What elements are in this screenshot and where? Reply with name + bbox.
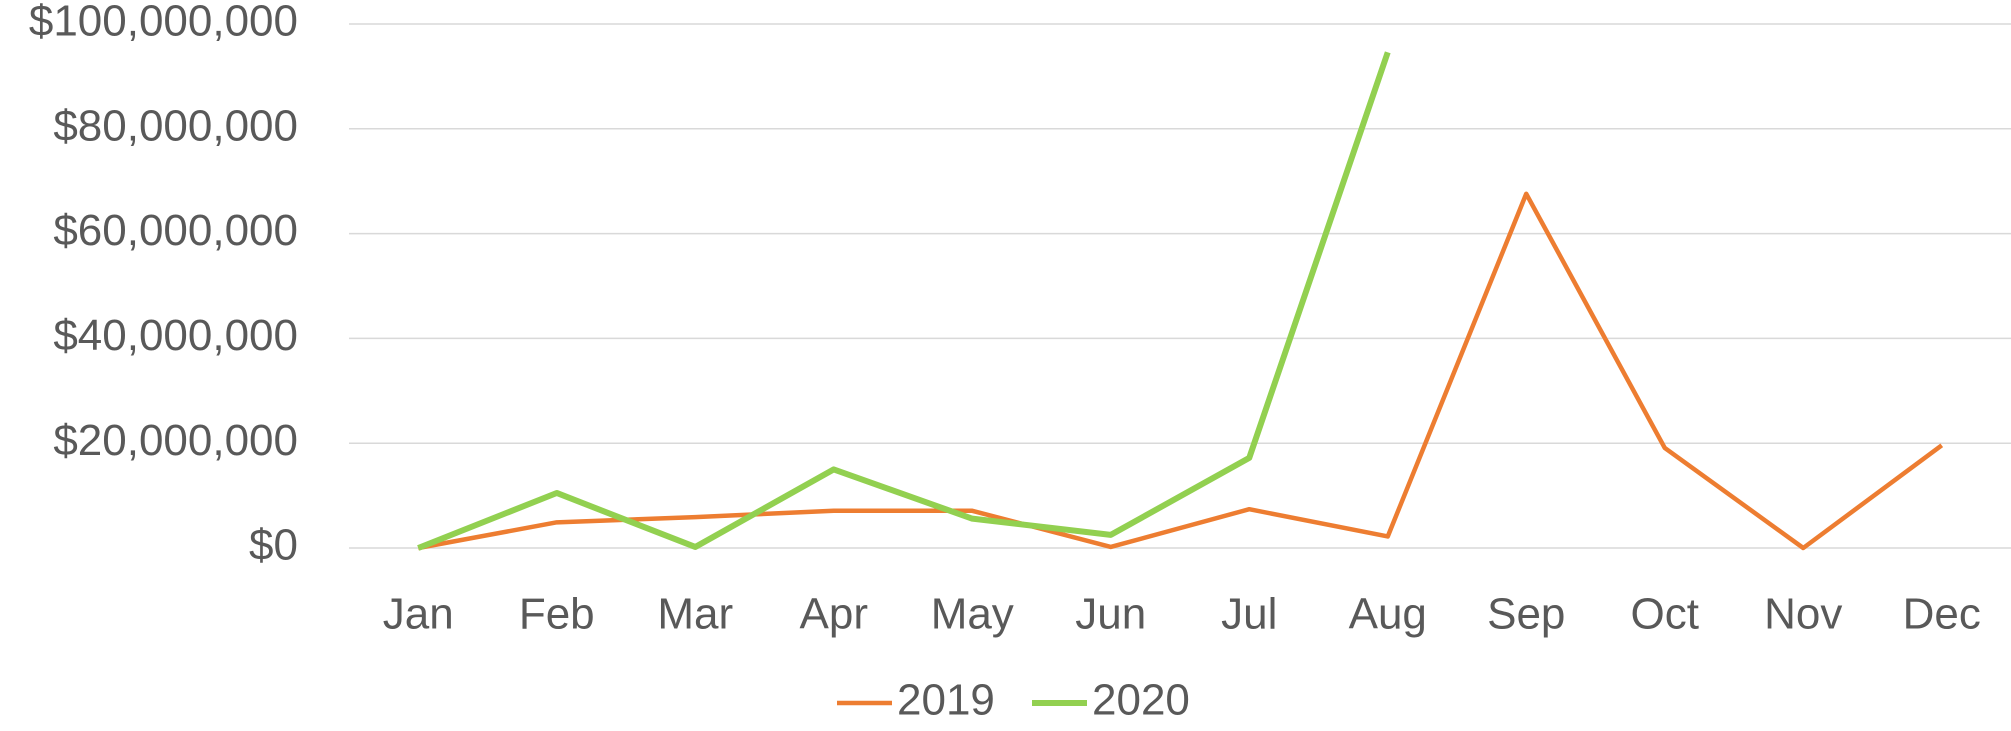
y-tick-label: $40,000,000 [53,311,298,360]
y-tick-label: $0 [249,521,298,570]
x-tick-label: Dec [1903,590,1981,639]
y-tick-label: $100,000,000 [29,0,298,46]
series-line [417,51,1391,551]
x-tick-label: Feb [519,590,595,639]
x-tick-label: Jan [383,590,454,639]
y-tick-label: $20,000,000 [53,416,298,465]
x-tick-label: Jul [1221,590,1277,639]
x-tick-label: May [931,590,1014,639]
x-tick-label: Apr [800,590,868,639]
x-tick-label: Nov [1764,590,1842,639]
y-tick-label: $80,000,000 [53,101,298,150]
legend-label: 2019 [897,676,995,725]
series-line [417,191,1944,551]
x-tick-label: Sep [1487,590,1565,639]
x-tick-label: Jun [1075,590,1146,639]
x-tick-label: Mar [657,590,733,639]
y-tick-label: $60,000,000 [53,206,298,255]
legend-label: 2020 [1092,676,1190,725]
x-tick-label: Aug [1349,590,1427,639]
x-tick-label: Oct [1631,590,1699,639]
